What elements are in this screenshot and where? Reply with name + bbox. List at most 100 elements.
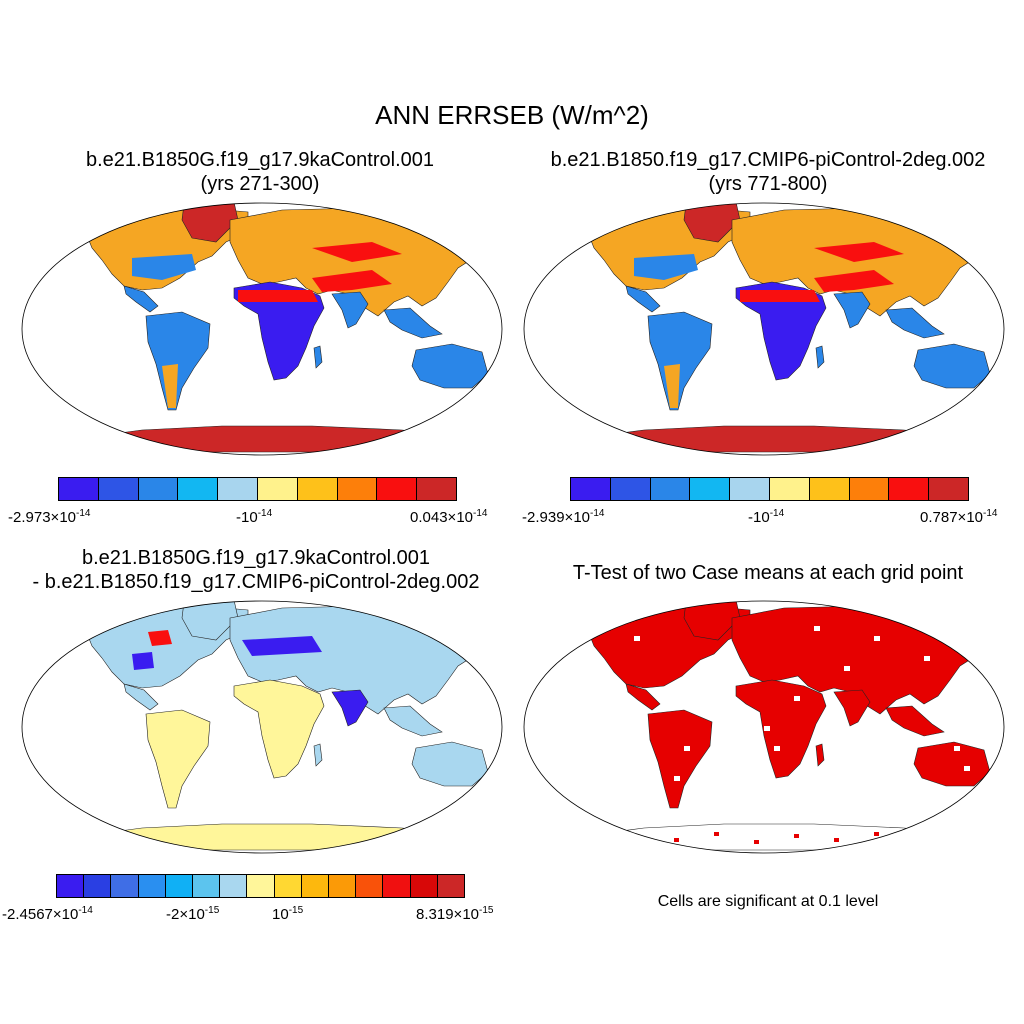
map-ttest-antarctic-sig-cell-3 [754, 840, 759, 844]
colorbar-case2-label-min: -2.939×10-14 [522, 508, 605, 526]
panel-ttest-title-line1: T-Test of two Case means at each grid po… [572, 562, 964, 584]
map-diff-antarctica [80, 823, 453, 851]
colorbar-case2-swatch-0 [571, 478, 611, 500]
colorbar-case2-label-mid: -10-14 [748, 508, 785, 526]
map-ttest-nonsig-cell-14 [814, 626, 820, 631]
map-diff-europe-patch [242, 636, 322, 656]
map-case1-sahara-band [238, 290, 318, 302]
colorbar-case1-swatch-1 [98, 478, 139, 500]
map-ttest-australia [913, 741, 991, 787]
map-ttest-antarctic-sig-cell-7 [914, 836, 919, 840]
map-ttest-antarctica [582, 823, 955, 851]
map-case1-india [331, 291, 369, 329]
map-ttest-nonsig-cell-13 [634, 636, 640, 641]
map-case1 [21, 202, 503, 456]
map-diff-greenland [181, 601, 239, 641]
map-case1-australia [411, 343, 489, 389]
map-case2-madagascar [815, 345, 825, 369]
map-ttest-greenland [683, 601, 741, 641]
colorbar-diff-swatch-11 [356, 875, 384, 897]
colorbar-case2-label-max: 0.787×10-14 [920, 508, 998, 526]
panel-case1-title-line1: b.e21.B1850G.f19_g17.9kaControl.001 [85, 149, 435, 171]
map-case2-us-cool-patch [634, 254, 698, 280]
map-ttest-southamerica [647, 709, 713, 809]
colorbar-diff-swatch-3 [138, 875, 166, 897]
map-case2-andes-patch [664, 364, 680, 408]
panel-case1-title: b.e21.B1850G.f19_g17.9kaControl.001 (yrs… [10, 148, 510, 196]
colorbar-diff-swatch-4 [165, 875, 194, 897]
map-diff-nz [491, 775, 502, 793]
map-case2-greenland [683, 203, 741, 243]
colorbar-case2-swatch-3 [690, 478, 731, 500]
map-ttest-nonsig-cell-1 [750, 714, 756, 719]
map-case1-mideast-band [312, 270, 392, 292]
colorbar-diff-swatch-7 [247, 875, 275, 897]
map-ttest-antarctic-sig-cell-6 [874, 832, 879, 836]
colorbar-case2-swatch-9 [929, 478, 968, 500]
panel-diff-title-line1: b.e21.B1850G.f19_g17.9kaControl.001 [81, 547, 431, 569]
colorbar-case1-label-mid: -10-14 [236, 508, 273, 526]
map-case2-antarctica [582, 425, 955, 453]
map-case2 [523, 202, 1005, 456]
map-case1-outline [21, 202, 503, 456]
map-diff [21, 600, 503, 854]
map-diff-outline [21, 600, 503, 854]
map-ttest-nonsig-cell-5 [714, 736, 720, 741]
map-case1-nz [491, 377, 502, 395]
colorbar-case2-swatch-5 [769, 478, 810, 500]
map-ttest [523, 600, 1005, 854]
colorbar-case1-label-max: 0.043×10-14 [410, 508, 488, 526]
map-ttest-nonsig-cell-9 [954, 746, 960, 751]
colorbar-case2-swatch-8 [889, 478, 930, 500]
panel-case2-title-line2: (yrs 771-800) [708, 173, 828, 195]
map-diff-india [331, 689, 369, 727]
colorbar-diff-swatch-0 [57, 875, 85, 897]
colorbar-diff-label-max: 8.319×10-15 [416, 905, 494, 923]
map-ttest-india [833, 689, 871, 727]
map-case1-greenland [181, 203, 239, 243]
map-ttest-antarctic-sig-cell-1 [674, 838, 679, 842]
map-case1-centralamerica [123, 285, 159, 313]
colorbar-case1-swatch-7 [337, 478, 378, 500]
map-ttest-antarctic-sig-cell-2 [714, 832, 719, 836]
colorbar-diff-swatch-2 [111, 875, 139, 897]
map-diff-hudson-patch [148, 630, 172, 646]
colorbar-case2-swatch-4 [730, 478, 770, 500]
map-ttest-nonsig-cell-11 [684, 746, 690, 751]
map-case2-outline [523, 202, 1005, 456]
colorbar-case2-swatch-7 [849, 478, 890, 500]
map-ttest-nonsig-cell-4 [794, 696, 800, 701]
map-ttest-nonsig-cell-10 [964, 766, 970, 771]
significance-note: Cells are significant at 0.1 level [657, 893, 879, 910]
colorbar-diff-swatch-9 [301, 875, 330, 897]
colorbar-diff-swatch-5 [193, 875, 221, 897]
colorbar-diff-swatch-12 [383, 875, 411, 897]
map-diff-us-patch [132, 652, 154, 670]
colorbar-case1-swatch-3 [178, 478, 219, 500]
map-ttest-nonsig-cell-0 [734, 704, 740, 709]
map-case2-australia [913, 343, 991, 389]
map-ttest-nonsig-cell-8 [924, 656, 930, 661]
map-diff-madagascar [313, 743, 323, 767]
map-ttest-nonsig-cell-7 [874, 636, 880, 641]
colorbar-case2-swatch-2 [650, 478, 691, 500]
map-case1-antarctica [80, 425, 453, 453]
colorbar-case1 [58, 477, 457, 501]
colorbar-case1-swatch-6 [297, 478, 338, 500]
map-diff-southamerica [145, 709, 211, 809]
colorbar-diff-label-min: -2.4567×10-14 [2, 905, 93, 923]
map-case2-india [833, 291, 871, 329]
map-case2-central-asia-band [814, 242, 904, 262]
colorbar-case1-swatch-2 [138, 478, 179, 500]
colorbar-case1-label-min: -2.973×10-14 [8, 508, 91, 526]
map-case2-sahara-band [740, 290, 820, 302]
colorbar-diff-swatch-13 [410, 875, 438, 897]
colorbar-diff-swatch-1 [84, 875, 112, 897]
map-case2-southamerica [647, 311, 713, 411]
map-ttest-centralamerica [625, 683, 661, 711]
colorbar-diff-label-neg: -2×10-15 [166, 905, 220, 923]
map-ttest-nonsig-cell-3 [774, 746, 780, 751]
map-ttest-nonsig-cell-12 [674, 776, 680, 781]
map-case1-southamerica [145, 311, 211, 411]
colorbar-diff-label-pos: 10-15 [272, 905, 304, 923]
